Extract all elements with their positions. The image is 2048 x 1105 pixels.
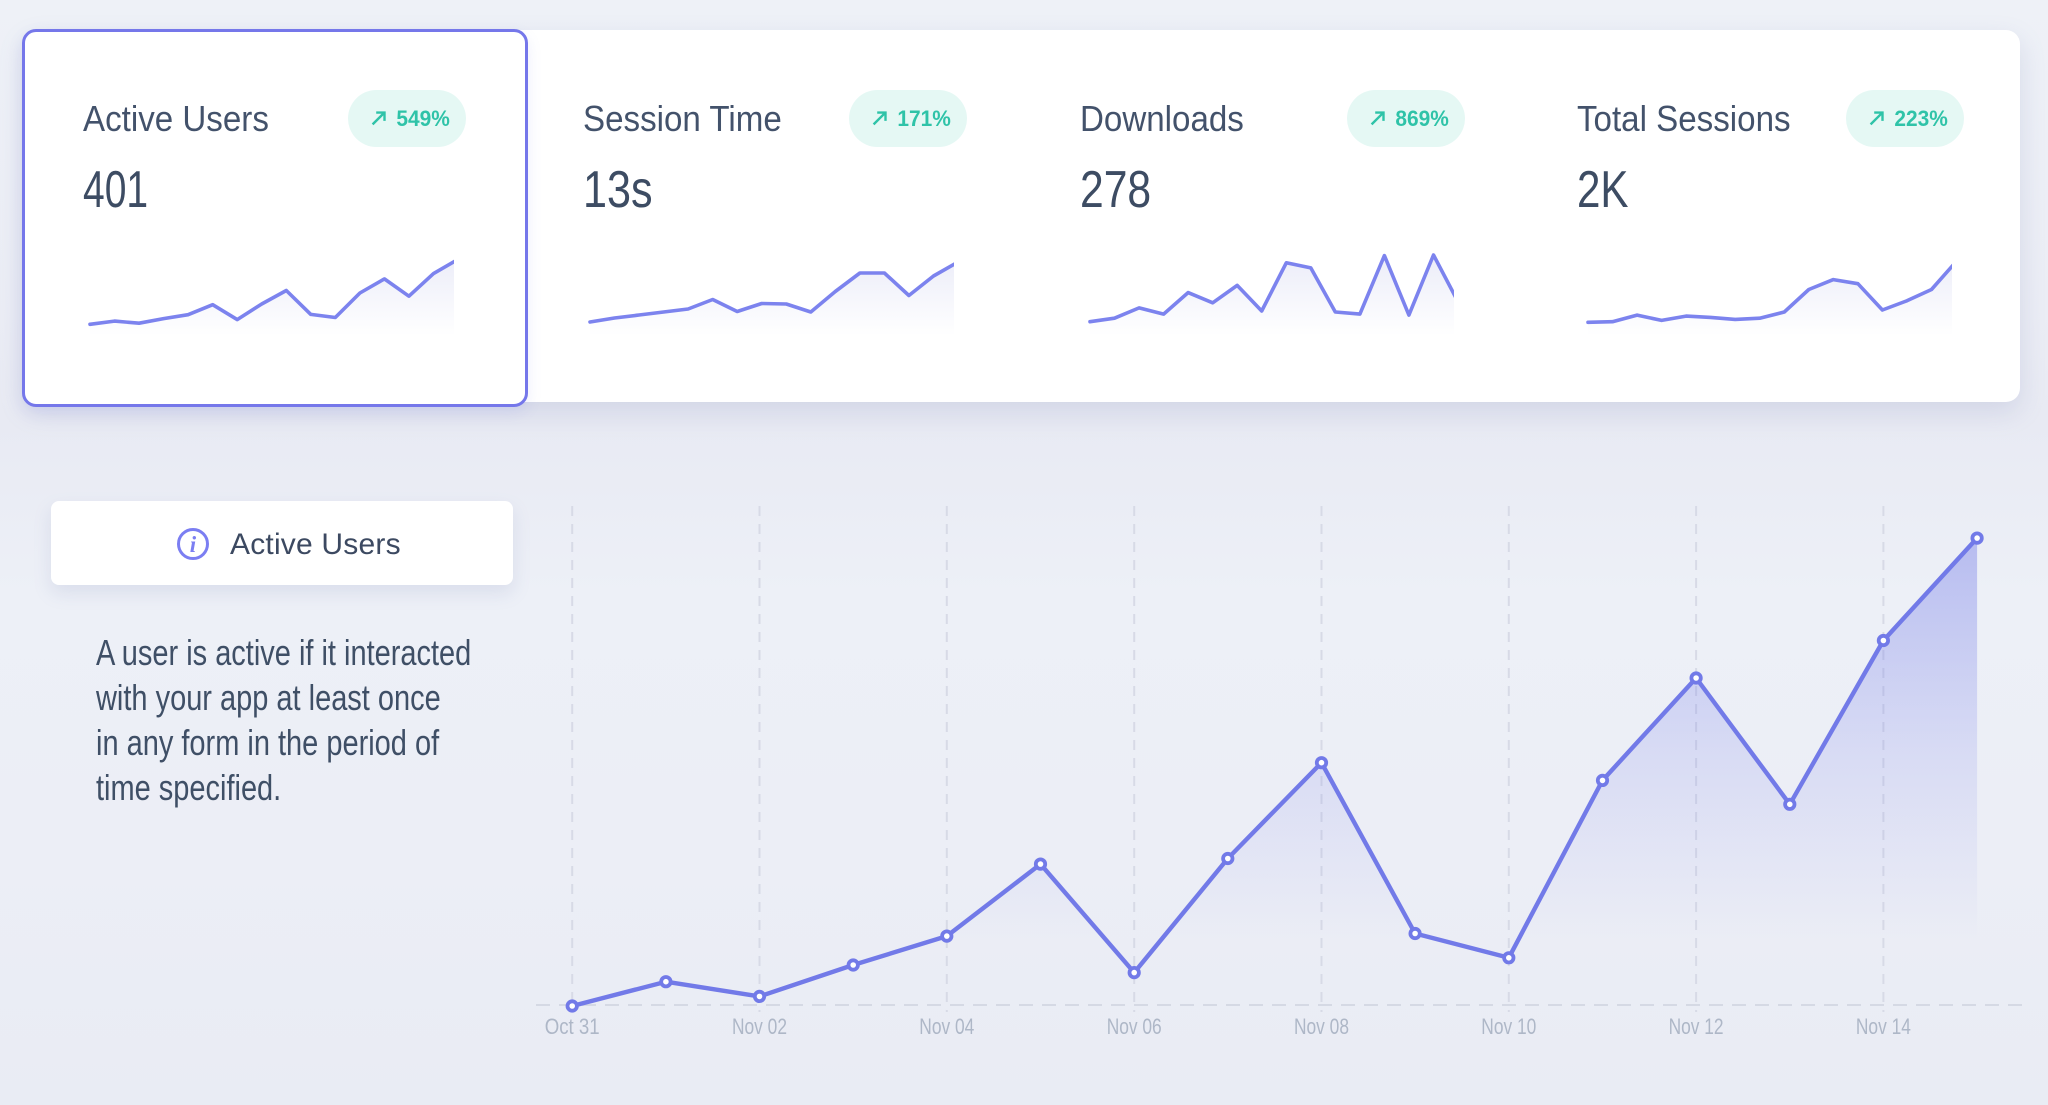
svg-text:Nov 14: Nov 14: [1856, 1014, 1911, 1039]
svg-text:Nov 08: Nov 08: [1294, 1014, 1349, 1039]
svg-text:i: i: [190, 532, 197, 557]
svg-text:Nov 04: Nov 04: [919, 1014, 974, 1039]
svg-text:Oct 31: Oct 31: [545, 1014, 600, 1039]
svg-text:Nov 06: Nov 06: [1107, 1014, 1162, 1039]
svg-text:Nov 10: Nov 10: [1481, 1014, 1536, 1039]
svg-text:Nov 12: Nov 12: [1669, 1014, 1724, 1039]
svg-text:Nov 02: Nov 02: [732, 1014, 787, 1039]
